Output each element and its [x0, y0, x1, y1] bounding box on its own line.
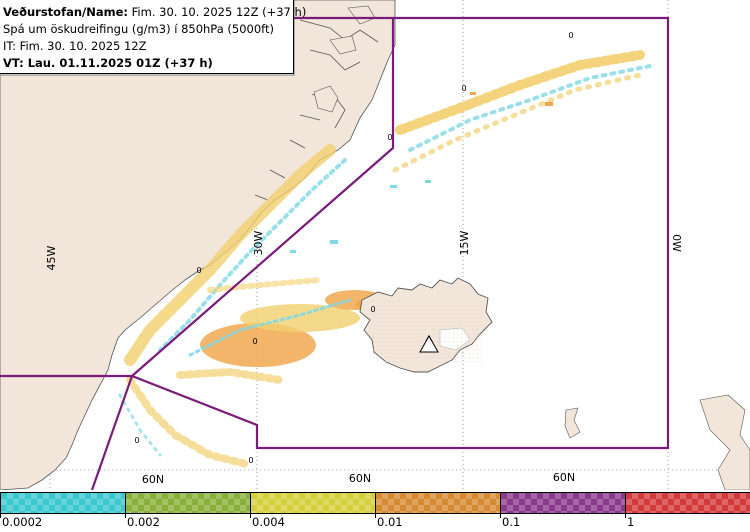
zero-markers: 0 0 0 0 0 0 0 0 — [134, 31, 573, 465]
zero-marker: 0 — [461, 84, 466, 93]
legend-tick-mark — [625, 514, 626, 518]
legend-tick-label: 0.002 — [127, 515, 160, 529]
legend-tick-label: 0.0002 — [2, 515, 43, 529]
ash-scatter — [290, 92, 553, 253]
legend-tick-label: 0.004 — [252, 515, 285, 529]
volcano-icon — [419, 334, 439, 353]
initial-time: IT: Fim. 30. 10. 2025 12Z — [3, 39, 147, 53]
legend-swatch — [375, 492, 501, 514]
zero-marker: 0 — [134, 436, 139, 445]
forecast-description: Spá um öskudreifingu (g/m3) í 850hPa (50… — [3, 22, 275, 36]
ash-plume-coast — [118, 144, 347, 469]
legend-swatch — [125, 492, 251, 514]
ash-plume-north — [392, 50, 657, 173]
legend-tick-mark — [125, 514, 126, 518]
iceland-relief — [372, 300, 482, 365]
lon-label-0w: 0W — [670, 234, 683, 252]
legend-tick-label: 0.01 — [377, 515, 403, 529]
legend-tick-mark — [0, 514, 1, 518]
legend-tick-mark — [250, 514, 251, 518]
legend-tick-mark — [500, 514, 501, 518]
lon-label-30w: 30W — [252, 230, 265, 255]
lon-label-45w: 45W — [45, 245, 58, 270]
lon-label-15w: 15W — [458, 230, 471, 255]
legend-swatch — [500, 492, 626, 514]
legend-tick-label: 0.1 — [502, 515, 521, 529]
legend-swatch — [625, 492, 750, 514]
zero-marker: 0 — [370, 305, 375, 314]
latitude-labels: 60N 60N 60N — [142, 471, 575, 486]
longitude-labels: 45W 30W 15W 0W — [45, 230, 683, 270]
zero-marker: 0 — [568, 31, 573, 40]
zero-marker: 0 — [252, 337, 257, 346]
lat-label-c: 60N — [553, 471, 575, 484]
forecast-info-box: Veðurstofan/Name: Fim. 30. 10. 2025 12Z … — [0, 0, 306, 74]
legend-tick-label: 1 — [627, 515, 635, 529]
issuer-label: Veðurstofan/Name: — [3, 5, 128, 19]
legend-tick-mark — [375, 514, 376, 518]
concentration-legend: 0.0002 0.002 0.004 0.01 0.1 1 — [0, 490, 750, 532]
lat-label-b: 60N — [349, 472, 371, 485]
zero-marker: 0 — [387, 133, 392, 142]
zero-marker: 0 — [248, 456, 253, 465]
valid-time: VT: Lau. 01.11.2025 01Z (+37 h) — [3, 56, 213, 70]
legend-swatch — [0, 492, 126, 514]
legend-swatch — [250, 492, 376, 514]
issuer-value: Fim. 30. 10. 2025 12Z (+37 h) — [128, 5, 307, 19]
zero-marker: 0 — [196, 266, 201, 275]
lat-label-a: 60N — [142, 473, 164, 486]
area-boundary — [0, 16, 670, 490]
issuer-line: Veðurstofan/Name: Fim. 30. 10. 2025 12Z … — [3, 4, 306, 21]
forecast-map: 0 0 0 0 0 0 0 0 45W 30W 15W 0W 60N 60N 6… — [0, 0, 750, 490]
